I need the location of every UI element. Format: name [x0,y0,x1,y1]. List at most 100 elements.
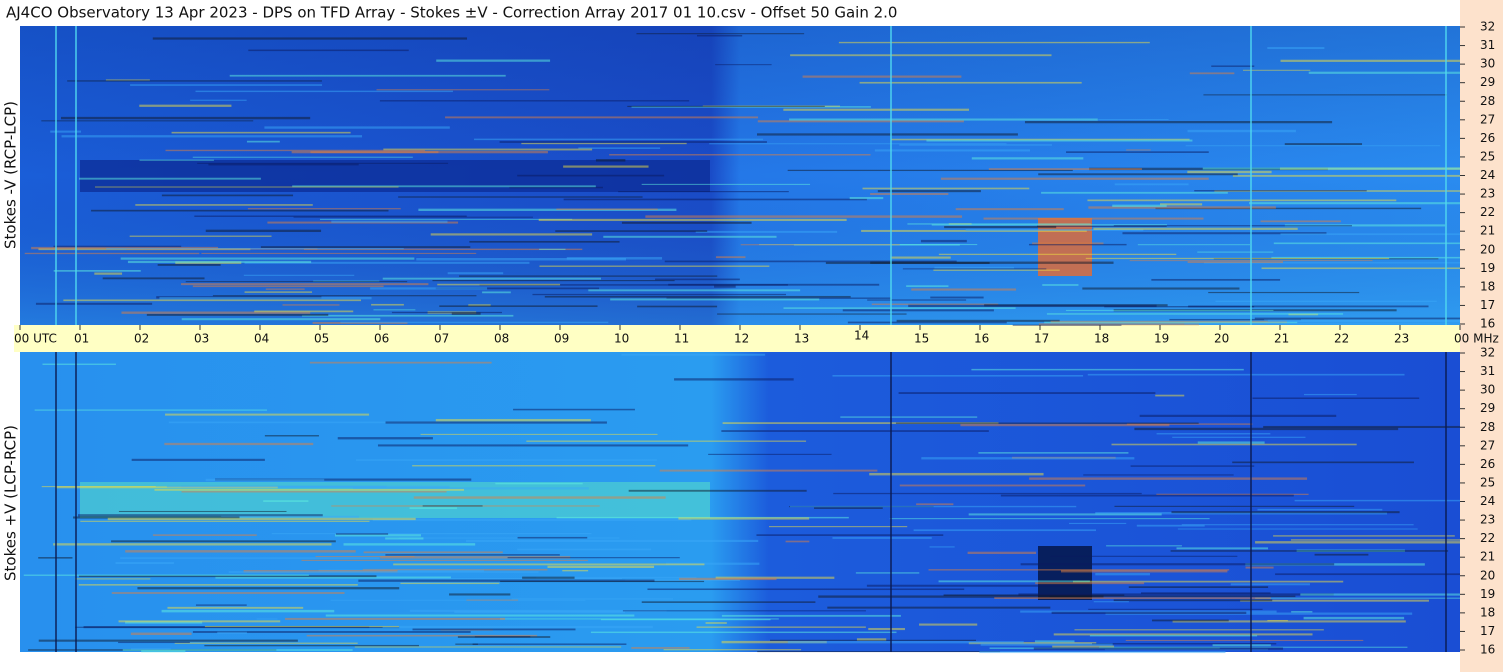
stripe [855,572,920,574]
stripe [1105,612,1413,615]
vline [1250,352,1252,652]
stripe [167,606,304,609]
vline [1445,352,1447,652]
stripe [627,105,825,107]
stripe [63,299,362,302]
stripe [53,543,332,546]
freq-label: 30 [1480,383,1495,397]
stripe [1255,597,1460,599]
stripe [141,650,186,653]
stripe [721,640,827,644]
stripe [1137,244,1251,246]
time-label: 23 [1394,332,1409,346]
stripe [74,578,151,580]
stripe [129,235,272,237]
stripe [511,598,674,600]
time-label: 11 [674,332,689,346]
stripe [1018,593,1334,596]
freq-label: 31 [1480,38,1495,52]
freq-label: 17 [1480,298,1495,312]
stripe [1093,601,1129,603]
stripe [621,221,752,224]
stripe [955,208,1064,211]
stripe [1074,629,1324,631]
stripe [1189,72,1235,75]
stripe [621,353,766,356]
texture [23,26,1460,654]
freq-label: 16 [1480,643,1495,657]
stripe [838,41,1150,44]
stripe [562,569,589,572]
vline [75,26,77,325]
stripe [1194,190,1367,192]
freq-scale-bg [1460,0,1503,672]
stripe [370,287,488,290]
stripe [131,458,265,461]
stripe [509,186,603,189]
stripe [902,268,1047,270]
time-label: 09 [554,332,569,346]
stripe [139,104,232,107]
stripe [709,143,1007,145]
stripe [1049,595,1296,598]
stripe [1273,242,1460,245]
stripe [1257,508,1383,511]
stripe [631,647,690,649]
stripe [457,636,551,638]
freq-label: 32 [1480,346,1495,360]
stripe [166,485,387,488]
stripe [603,235,777,238]
stripe [1092,642,1277,645]
freq-label: 22 [1480,531,1495,545]
stripe [391,311,502,314]
time-label: 18 [1094,332,1109,346]
stripe [1172,436,1306,438]
stripe [130,648,171,651]
stripe [152,37,468,40]
stripe [1083,474,1234,476]
stripe [1267,319,1460,323]
stripe [1012,324,1122,326]
time-label: 06 [374,332,389,346]
stripe [201,252,477,254]
freq-label: 28 [1480,94,1495,108]
stripe [539,248,566,250]
stripe [121,311,311,314]
time-label: 19 [1154,332,1169,346]
stripe [934,266,1015,270]
stripe [413,496,666,499]
stripe [609,154,871,156]
stripe [161,609,335,613]
vline [75,352,77,652]
stripe [1261,267,1460,270]
stripe [666,562,760,565]
stripe [55,486,278,489]
stripe [563,198,867,201]
stripe [968,513,1162,516]
stripe [205,478,325,482]
stripe [1024,120,1333,124]
stripe [1245,566,1274,569]
time-label: 15 [914,332,929,346]
stripe [499,141,767,143]
stripe [1151,278,1281,281]
stripe [181,318,381,321]
stripe [714,285,736,288]
stripe [1242,69,1311,71]
freq-label: 26 [1480,131,1495,145]
stripe [862,187,1030,190]
stripe [468,304,491,307]
stripe [1187,261,1284,263]
freq-label: 24 [1480,168,1495,182]
stripe [1177,528,1418,530]
stripe [960,423,1170,427]
stripe [432,280,675,282]
stripe [192,631,471,633]
stripe [590,631,897,634]
time-label: 12 [734,332,749,346]
stripe [721,614,901,617]
stripe [1280,59,1460,62]
stripe [302,314,514,317]
stripe [1038,323,1199,326]
time-label: 16 [974,332,989,346]
